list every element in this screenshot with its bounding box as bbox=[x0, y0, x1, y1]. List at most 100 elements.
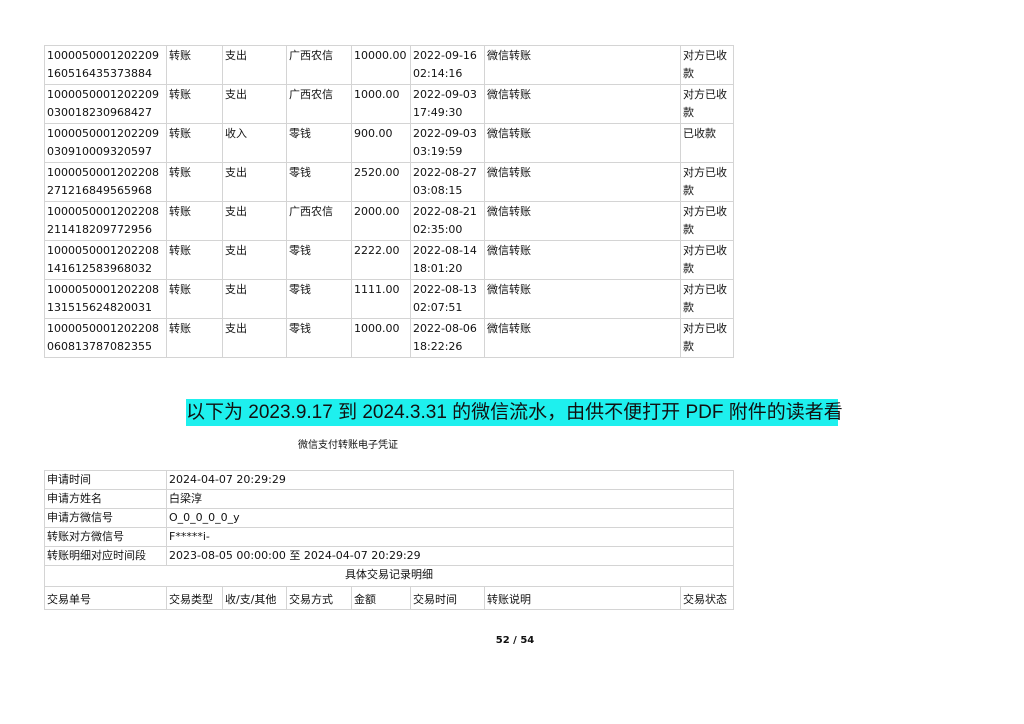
cell-note: 微信转账 bbox=[484, 201, 681, 241]
cell-time: 2022-08-13 02:07:51 bbox=[410, 279, 485, 319]
cell-amount: 1000.00 bbox=[351, 84, 411, 124]
cell-amount: 2520.00 bbox=[351, 162, 411, 202]
page-number: 52 / 54 bbox=[480, 635, 550, 646]
cell-amount: 1111.00 bbox=[351, 279, 411, 319]
info-value: 白梁淳 bbox=[165, 489, 735, 509]
cell-status: 对方已收款 bbox=[680, 162, 734, 202]
info-value: 2024-04-07 20:29:29 bbox=[165, 470, 735, 490]
cell-id: 1000050001202208060813787082355 bbox=[44, 318, 167, 358]
cell-amount: 2000.00 bbox=[351, 201, 411, 241]
cell-status: 对方已收款 bbox=[680, 240, 734, 280]
cell-type: 转账 bbox=[166, 84, 223, 124]
cell-time: 2022-08-27 03:08:15 bbox=[410, 162, 485, 202]
cell-id: 1000050001202208271216849565968 bbox=[44, 162, 167, 202]
col-header: 交易状态 bbox=[679, 586, 735, 610]
cell-note: 微信转账 bbox=[484, 45, 681, 85]
cell-type: 转账 bbox=[166, 45, 223, 85]
cell-method: 零钱 bbox=[286, 240, 352, 280]
cell-direction: 支出 bbox=[222, 318, 287, 358]
total-pages: 54 bbox=[520, 635, 535, 646]
table-row: 1000050001202208271216849565968 转账 支出 零钱 252… bbox=[44, 162, 734, 202]
cell-method: 广西农信 bbox=[286, 84, 352, 124]
cell-id: 1000050001202208211418209772956 bbox=[44, 201, 167, 241]
table-row: 1000050001202208141612583968032 转账 支出 零钱 222… bbox=[44, 240, 734, 280]
cell-type: 转账 bbox=[166, 279, 223, 319]
cell-note: 微信转账 bbox=[484, 123, 681, 163]
cell-method: 零钱 bbox=[286, 318, 352, 358]
table-row: 1000050001202208060813787082355 转账 支出 零钱 100… bbox=[44, 318, 734, 358]
info-label: 转账明细对应时间段 bbox=[44, 546, 167, 566]
info-label: 申请时间 bbox=[44, 470, 167, 490]
cell-method: 广西农信 bbox=[286, 201, 352, 241]
cell-note: 微信转账 bbox=[484, 162, 681, 202]
cell-direction: 支出 bbox=[222, 240, 287, 280]
table-row: 1000050001202208131515624820031 转账 支出 零钱 111… bbox=[44, 279, 734, 319]
table-row: 1000050001202208211418209772956 转账 支出 广西农信 2… bbox=[44, 201, 734, 241]
cell-time: 2022-08-21 02:35:00 bbox=[410, 201, 485, 241]
cell-amount: 2222.00 bbox=[351, 240, 411, 280]
cell-method: 广西农信 bbox=[286, 45, 352, 85]
cell-id: 1000050001202209030910009320597 bbox=[44, 123, 167, 163]
cell-status: 对方已收款 bbox=[680, 279, 734, 319]
cell-note: 微信转账 bbox=[484, 84, 681, 124]
column-header-row: 交易单号 交易类型 收/支/其他 交易方式 金额 交易时间 转账说明 交易状态 bbox=[44, 586, 735, 610]
col-header: 转账说明 bbox=[484, 586, 681, 610]
cell-time: 2022-08-06 18:22:26 bbox=[410, 318, 485, 358]
info-label: 申请方微信号 bbox=[44, 508, 167, 528]
info-label: 申请方姓名 bbox=[44, 489, 167, 509]
cell-method: 零钱 bbox=[286, 123, 352, 163]
info-value: F*****i- bbox=[165, 527, 735, 547]
table-row: 1000050001202209160516435373884 转账 支出 广西农信 1… bbox=[44, 45, 734, 85]
current-page: 52 bbox=[495, 635, 510, 646]
col-header: 交易时间 bbox=[410, 586, 485, 610]
info-row: 申请方微信号 O_0_0_0_0_y bbox=[44, 508, 735, 528]
cell-amount: 900.00 bbox=[351, 123, 411, 163]
info-row: 申请方姓名 白梁淳 bbox=[44, 489, 735, 509]
cell-direction: 支出 bbox=[222, 162, 287, 202]
col-header: 交易类型 bbox=[166, 586, 223, 610]
cell-id: 1000050001202209030018230968427 bbox=[44, 84, 167, 124]
cell-direction: 支出 bbox=[222, 45, 287, 85]
cell-status: 对方已收款 bbox=[680, 45, 734, 85]
cell-note: 微信转账 bbox=[484, 240, 681, 280]
info-row: 转账明细对应时间段 2023-08-05 00:00:00 至 2024-04-0… bbox=[44, 546, 735, 566]
detail-heading-row: 具体交易记录明细 bbox=[43, 565, 735, 587]
col-header: 交易方式 bbox=[286, 586, 352, 610]
cell-direction: 支出 bbox=[222, 84, 287, 124]
cell-id: 1000050001202208141612583968032 bbox=[44, 240, 167, 280]
voucher-info-table: 申请时间 2024-04-07 20:29:29 申请方姓名 白梁淳 申请方微信号 O… bbox=[43, 470, 735, 610]
cell-direction: 支出 bbox=[222, 279, 287, 319]
table-row: 1000050001202209030910009320597 转账 收入 零钱 900… bbox=[44, 123, 734, 163]
info-value: O_0_0_0_0_y bbox=[165, 508, 735, 528]
cell-direction: 收入 bbox=[222, 123, 287, 163]
col-header: 金额 bbox=[351, 586, 411, 610]
info-value: 2023-08-05 00:00:00 至 2024-04-07 20:29:2… bbox=[165, 546, 735, 566]
info-label: 转账对方微信号 bbox=[44, 527, 167, 547]
cell-type: 转账 bbox=[166, 318, 223, 358]
cell-id: 1000050001202209160516435373884 bbox=[44, 45, 167, 85]
voucher-title: 微信支付转账电子凭证 bbox=[298, 440, 398, 451]
cell-note: 微信转账 bbox=[484, 318, 681, 358]
cell-type: 转账 bbox=[166, 162, 223, 202]
cell-method: 零钱 bbox=[286, 162, 352, 202]
cell-time: 2022-08-14 18:01:20 bbox=[410, 240, 485, 280]
cell-status: 对方已收款 bbox=[680, 318, 734, 358]
cell-amount: 10000.00 bbox=[351, 45, 411, 85]
cell-amount: 1000.00 bbox=[351, 318, 411, 358]
cell-status: 对方已收款 bbox=[680, 84, 734, 124]
cell-status: 已收款 bbox=[680, 123, 734, 163]
cell-type: 转账 bbox=[166, 201, 223, 241]
cell-type: 转账 bbox=[166, 123, 223, 163]
cell-time: 2022-09-03 03:19:59 bbox=[410, 123, 485, 163]
page-separator: / bbox=[513, 635, 517, 646]
highlight-banner: 以下为 2023.9.17 到 2024.3.31 的微信流水，由供不便打开 P… bbox=[186, 399, 843, 426]
detail-heading: 具体交易记录明细 bbox=[43, 565, 735, 587]
info-row: 转账对方微信号 F*****i- bbox=[44, 527, 735, 547]
cell-time: 2022-09-03 17:49:30 bbox=[410, 84, 485, 124]
cell-note: 微信转账 bbox=[484, 279, 681, 319]
cell-direction: 支出 bbox=[222, 201, 287, 241]
cell-status: 对方已收款 bbox=[680, 201, 734, 241]
cell-id: 1000050001202208131515624820031 bbox=[44, 279, 167, 319]
cell-method: 零钱 bbox=[286, 279, 352, 319]
transaction-table: 1000050001202209160516435373884 转账 支出 广西农信 1… bbox=[44, 45, 734, 358]
